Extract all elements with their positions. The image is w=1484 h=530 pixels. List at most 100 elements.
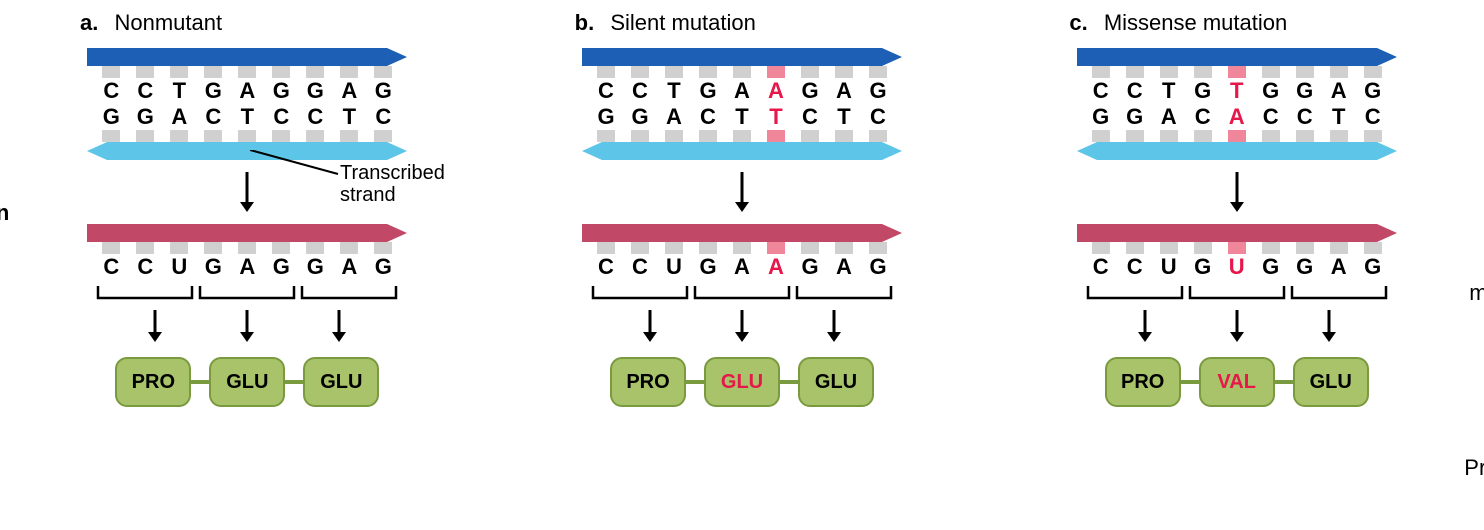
base-cell: C: [623, 242, 657, 280]
transcribed-strand-label: Transcribedstrand: [340, 162, 445, 206]
base-letter: C: [1263, 104, 1279, 130]
base-letter: C: [1195, 104, 1211, 130]
base-tick: [1262, 130, 1280, 142]
base-letter: C: [137, 254, 153, 280]
base-cell: G: [691, 66, 725, 104]
dna-bottom-strand-arrow: [582, 142, 902, 160]
base-tick: [170, 66, 188, 78]
base-letter: C: [137, 78, 153, 104]
base-cell: G: [1254, 66, 1288, 104]
base-tick: [1330, 242, 1348, 254]
base-cell: U: [162, 242, 196, 280]
base-cell: A: [759, 242, 793, 280]
base-letter: C: [375, 104, 391, 130]
codon-brackets: [1077, 284, 1397, 304]
base-cell: G: [589, 104, 623, 142]
base-letter: T: [837, 104, 850, 130]
base-cell: U: [1220, 242, 1254, 280]
base-letter: G: [801, 254, 818, 280]
base-row: CCTGAAGAG: [582, 66, 902, 104]
base-tick: [801, 130, 819, 142]
base-cell: G: [861, 66, 895, 104]
base-cell: C: [1288, 104, 1322, 142]
base-cell: C: [1084, 66, 1118, 104]
base-tick: [1296, 66, 1314, 78]
base-tick: [733, 66, 751, 78]
base-tick: [306, 66, 324, 78]
base-cell: A: [657, 104, 691, 142]
base-letter: C: [205, 104, 221, 130]
base-tick: [869, 130, 887, 142]
base-cell: A: [332, 242, 366, 280]
base-tick: [1126, 242, 1144, 254]
base-letter: G: [273, 254, 290, 280]
base-cell: C: [128, 242, 162, 280]
amino-acid: VAL: [1199, 357, 1275, 407]
base-cell: T: [1322, 104, 1356, 142]
base-letter: C: [103, 254, 119, 280]
base-tick: [374, 242, 392, 254]
base-tick: [631, 66, 649, 78]
protein-row: PROGLUGLU: [610, 357, 874, 407]
base-letter: G: [307, 78, 324, 104]
base-cell: T: [1220, 66, 1254, 104]
base-cell: G: [298, 66, 332, 104]
base-letter: A: [768, 78, 784, 104]
base-cell: A: [230, 242, 264, 280]
peptide-bond: [1275, 380, 1293, 384]
mrna-strand-arrow: [87, 224, 407, 242]
base-tick: [1364, 66, 1382, 78]
peptide-bond: [1181, 380, 1199, 384]
base-tick: [136, 130, 154, 142]
base-letter: C: [273, 104, 289, 130]
base-tick: [597, 66, 615, 78]
base-letter: G: [801, 78, 818, 104]
codon-brackets: [87, 284, 407, 304]
dna-bottom-strand-arrow: [87, 142, 407, 160]
base-tick: [1126, 130, 1144, 142]
base-row: CCTGTGGAG: [1077, 66, 1397, 104]
base-cell: A: [725, 242, 759, 280]
translation-arrow: [1133, 308, 1157, 349]
base-tick: [1194, 242, 1212, 254]
panel-a: a. NonmutantCCTGAGGAGGGACTCCTCTranscribe…: [20, 10, 475, 407]
base-letter: A: [1161, 104, 1177, 130]
base-cell: A: [1152, 104, 1186, 142]
base-tick: [1262, 242, 1280, 254]
base-tick: [1160, 66, 1178, 78]
base-tick: [1194, 66, 1212, 78]
base-tick: [1228, 66, 1246, 78]
base-cell: A: [827, 242, 861, 280]
base-tick: [136, 66, 154, 78]
base-cell: T: [1152, 66, 1186, 104]
base-tick: [204, 242, 222, 254]
base-tick: [801, 242, 819, 254]
translation-arrow: [327, 308, 351, 349]
dna-bottom-strand-arrow: [1077, 142, 1397, 160]
base-letter: G: [375, 78, 392, 104]
base-letter: C: [802, 104, 818, 130]
base-letter: G: [375, 254, 392, 280]
base-letter: C: [870, 104, 886, 130]
base-cell: T: [657, 66, 691, 104]
amino-acid: GLU: [798, 357, 874, 407]
amino-acid: GLU: [209, 357, 285, 407]
mrna-block: CCUGAAGAG: [582, 224, 902, 280]
base-tick: [1364, 130, 1382, 142]
base-letter: G: [1262, 78, 1279, 104]
dna-top-strand-arrow: [1077, 48, 1397, 66]
protein-row: PROGLUGLU: [115, 357, 379, 407]
base-tick: [170, 130, 188, 142]
translation-arrows: [143, 308, 351, 349]
base-cell: G: [94, 104, 128, 142]
base-letter: G: [103, 104, 120, 130]
base-letter: A: [341, 78, 357, 104]
base-tick: [869, 66, 887, 78]
base-tick: [1126, 66, 1144, 78]
base-tick: [272, 130, 290, 142]
base-cell: G: [1186, 66, 1220, 104]
base-letter: G: [1364, 78, 1381, 104]
base-cell: G: [1084, 104, 1118, 142]
base-tick: [238, 242, 256, 254]
base-letter: C: [1093, 78, 1109, 104]
